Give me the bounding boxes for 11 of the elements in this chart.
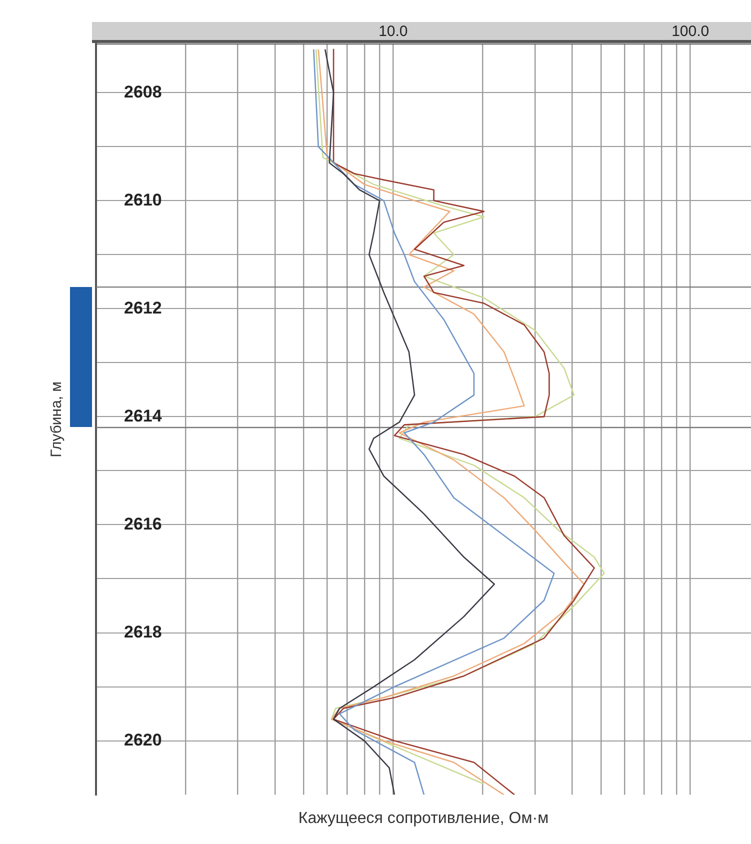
y-tick-label: 2616 [124, 514, 162, 534]
x-axis-title: Кажущееся сопротивление, Ом·м [298, 810, 549, 827]
y-tick-label: 2612 [124, 298, 162, 318]
y-tick-label: 2608 [124, 82, 162, 102]
y-tick-label: 2610 [124, 190, 162, 210]
y-tick-label: 2620 [124, 730, 162, 750]
y-axis-title: Глубина, м [48, 381, 66, 458]
x-tick-label: 10.0 [378, 23, 408, 40]
y-tick-label: 2618 [124, 622, 162, 642]
y-tick-label: 2614 [124, 406, 162, 426]
x-tick-label: 100.0 [672, 23, 710, 40]
